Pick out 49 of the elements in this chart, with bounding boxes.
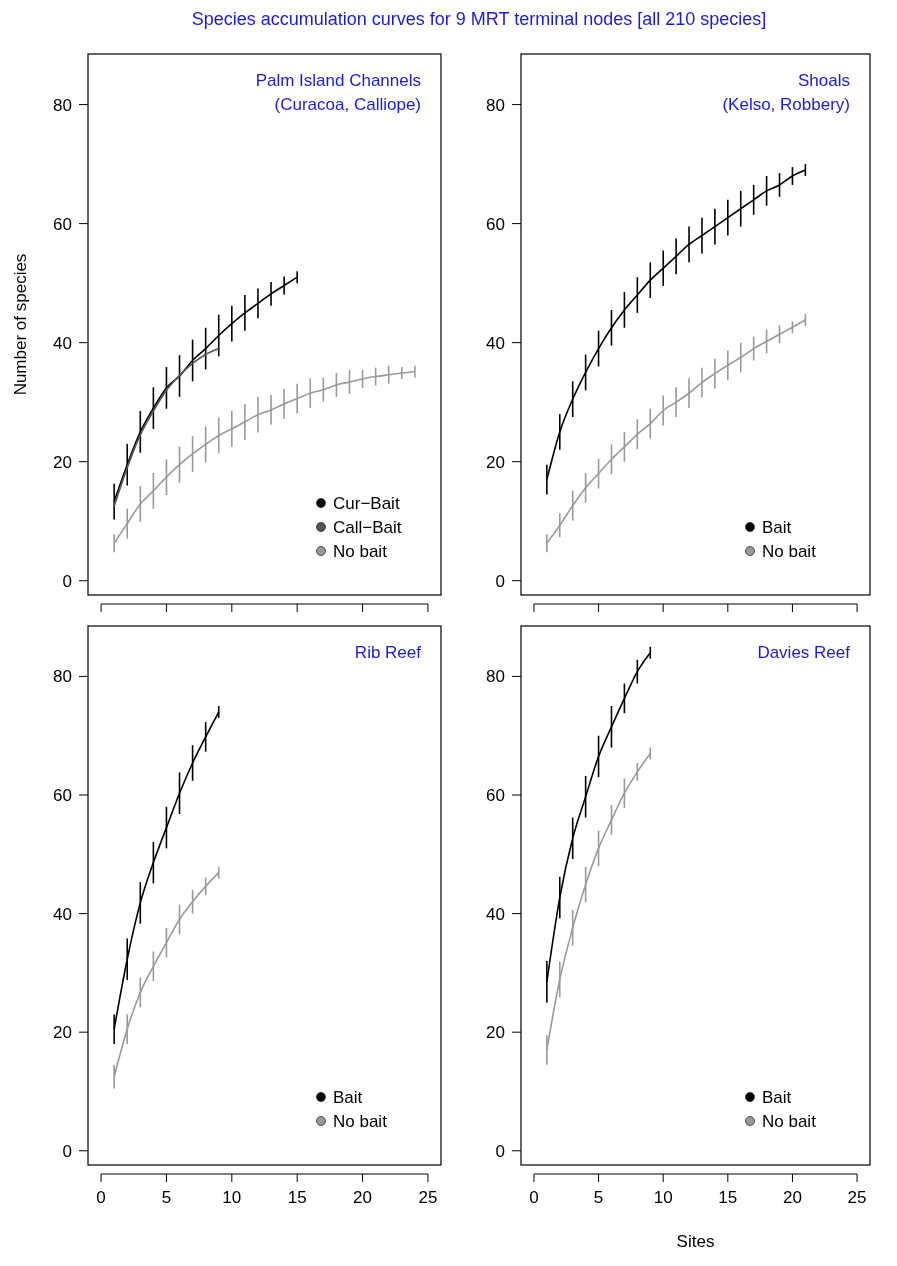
- legend-label: Call−Bait: [333, 517, 402, 537]
- x-tick-label: 20: [353, 1188, 373, 1207]
- y-tick-label: 20: [486, 452, 505, 472]
- y-tick-label: 40: [53, 333, 72, 353]
- legend-label: No bait: [762, 541, 817, 561]
- y-tick-label: 80: [53, 95, 72, 115]
- legend-label: Bait: [762, 1087, 792, 1107]
- text: Rib Reef: [354, 643, 422, 662]
- x-axis-title: Sites: [676, 1232, 715, 1251]
- x-tick-label: 25: [418, 1188, 438, 1207]
- x-tick-label: 15: [287, 1188, 307, 1207]
- y-tick-label: 0: [62, 1141, 72, 1161]
- y-tick-label: 20: [53, 452, 72, 472]
- y-tick-label: 60: [486, 785, 505, 805]
- y-tick-label: 40: [486, 333, 505, 353]
- text: Davies Reef: [757, 643, 851, 662]
- x-tick-label: 15: [718, 1188, 738, 1207]
- legend-label: No bait: [762, 1111, 817, 1131]
- x-tick-label: 5: [161, 1188, 172, 1207]
- y-tick-label: 60: [53, 785, 72, 805]
- text: Palm Island Channels (Curacoa, Calliope): [255, 71, 421, 114]
- y-tick-label: 80: [486, 95, 505, 115]
- legend-label: Bait: [762, 517, 792, 537]
- y-tick-label: 80: [53, 667, 72, 687]
- y-tick-label: 40: [53, 904, 72, 924]
- text: Species accumulation curves for 9 MRT terminal nodes [all 210 species]: [191, 9, 767, 29]
- y-tick-label: 20: [486, 1023, 505, 1043]
- y-axis-title: Number of species: [11, 253, 30, 396]
- text: Shoals (Kelso, Robbery): [722, 71, 850, 114]
- y-tick-label: 40: [486, 904, 505, 924]
- y-tick-label: 60: [486, 214, 505, 234]
- y-tick-label: 0: [495, 571, 505, 591]
- y-tick-label: 60: [53, 214, 72, 234]
- legend-label: No bait: [333, 541, 388, 561]
- x-tick-label: 0: [529, 1188, 539, 1207]
- x-tick-label: 10: [222, 1188, 242, 1207]
- y-tick-label: 80: [486, 667, 505, 687]
- legend-label: Cur−Bait: [333, 493, 400, 513]
- x-tick-label: 20: [782, 1188, 802, 1207]
- y-tick-label: 20: [53, 1023, 72, 1043]
- line-series: [113, 347, 220, 508]
- x-tick-label: 0: [96, 1188, 106, 1207]
- y-tick-label: 0: [62, 571, 72, 591]
- legend-label: Bait: [333, 1087, 363, 1107]
- x-tick-label: 10: [653, 1188, 673, 1207]
- x-tick-label: 5: [593, 1188, 604, 1207]
- y-tick-label: 0: [495, 1141, 505, 1161]
- legend-label: No bait: [333, 1111, 388, 1131]
- x-tick-label: 25: [847, 1188, 867, 1207]
